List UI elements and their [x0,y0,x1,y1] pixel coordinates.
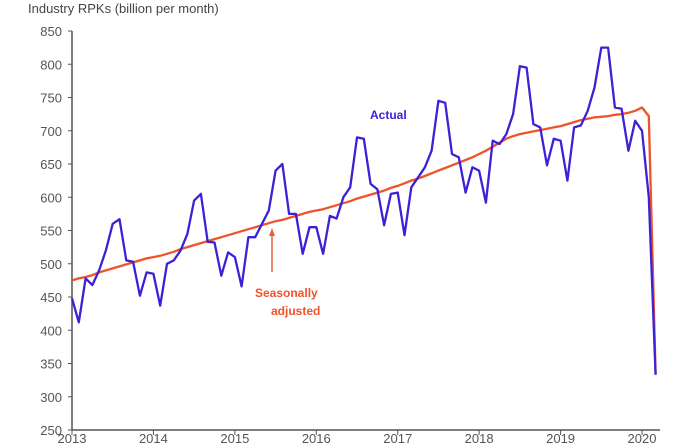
y-axis: 250 300 350 400 450 500 550 600 650 700 750 800 850 [40,24,73,438]
y-tick-label: 400 [40,323,62,338]
y-tick-label: 450 [40,290,62,305]
x-axis: 2013 2014 2015 2016 2017 2018 2019 2020 [58,429,660,445]
x-tick-label: 2018 [465,431,494,445]
y-tick-label: 600 [40,190,62,205]
y-tick-label: 550 [40,224,62,239]
actual-label: Actual [370,108,407,122]
x-tick-label: 2016 [302,431,331,445]
actual-series-line [70,46,657,375]
y-tick-label: 350 [40,357,62,372]
x-tick-label: 2017 [383,431,412,445]
y-tick-label: 700 [40,124,62,139]
seasonal-label-line1: Seasonally [255,286,318,300]
y-tick-label: 800 [40,57,62,72]
y-tick-label: 850 [40,24,62,39]
seasonally-adjusted-series-line [71,106,657,374]
x-tick-label: 2020 [628,431,657,445]
x-tick-label: 2015 [220,431,249,445]
series-group [70,46,657,375]
y-tick-label: 250 [40,423,62,438]
seasonal-label-line2: adjusted [271,304,320,318]
y-tick-label: 500 [40,257,62,272]
x-tick-label: 2014 [139,431,168,445]
x-tick-label: 2019 [546,431,575,445]
arrow-head-icon [269,228,275,236]
y-tick-label: 650 [40,157,62,172]
x-tick-label: 2013 [58,431,87,445]
y-tick-label: 750 [40,91,62,106]
chart-title: Industry RPKs (billion per month) [28,1,219,16]
y-tick-label: 300 [40,390,62,405]
